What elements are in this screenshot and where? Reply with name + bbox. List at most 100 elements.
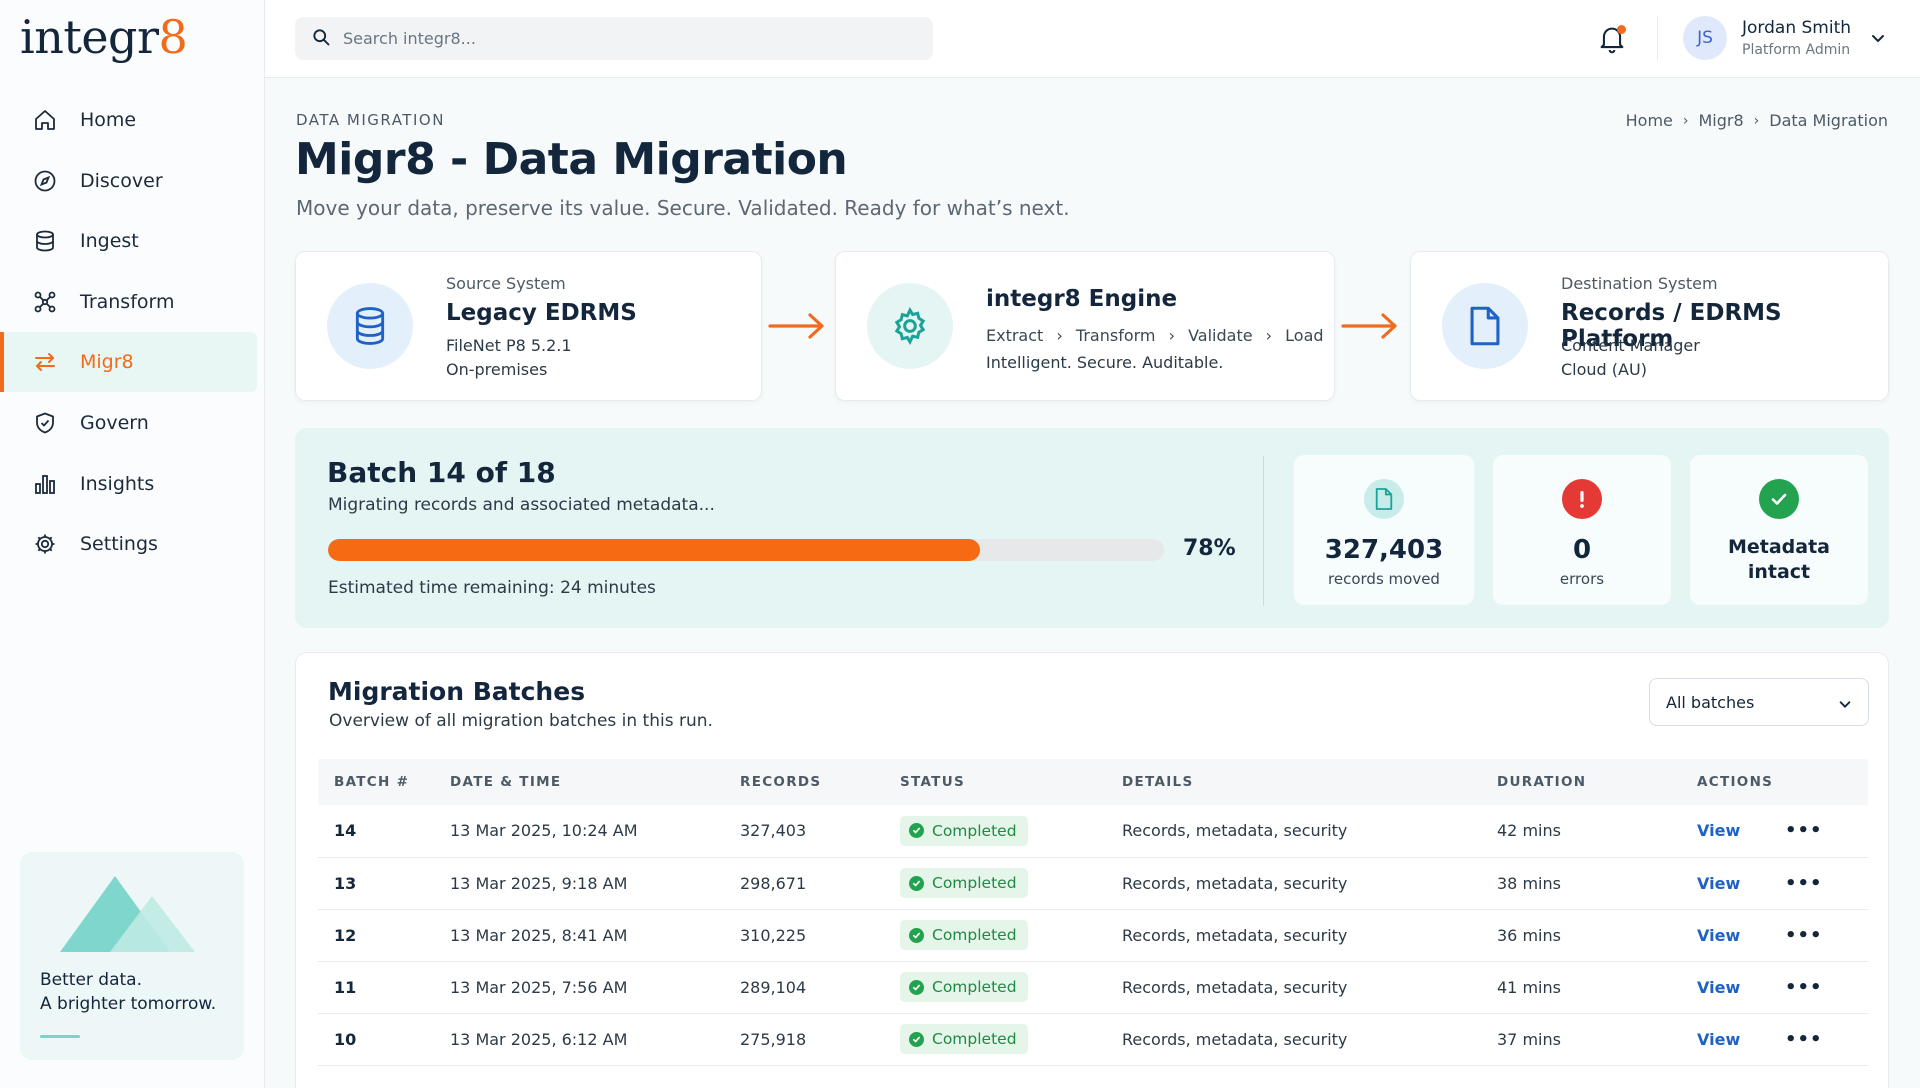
metadata-stat: Metadata intact: [1690, 455, 1868, 605]
view-link[interactable]: View: [1697, 873, 1741, 893]
time-remaining: Estimated time remaining: 24 minutes: [328, 578, 656, 598]
records-moved-label: records moved: [1328, 570, 1440, 588]
engine-title: integr8 Engine: [986, 286, 1178, 312]
breadcrumb-current: Data Migration: [1769, 111, 1888, 130]
progress-fill: [328, 539, 981, 561]
sidebar-item-migr8[interactable]: Migr8: [0, 332, 257, 393]
batch-status: Completed: [900, 1013, 1122, 1066]
page-title: Migr8 - Data Migration: [295, 134, 848, 185]
breadcrumb-home[interactable]: Home: [1625, 111, 1673, 130]
view-link[interactable]: View: [1697, 1029, 1741, 1049]
batch-records: 289,104: [740, 961, 900, 1014]
batch-datetime: 13 Mar 2025, 7:56 AM: [450, 961, 740, 1014]
sidebar-item-home[interactable]: Home: [0, 90, 265, 150]
status-badge: Completed: [900, 868, 1028, 898]
records-moved-value: 327,403: [1324, 535, 1444, 565]
engine-card: integr8 Engine Extract › Transform › Val…: [835, 251, 1335, 401]
sidebar-item-label: Migr8: [80, 351, 134, 374]
source-system-card: Source System Legacy EDRMS FileNet P8 5.…: [295, 251, 762, 401]
compass-icon: [33, 169, 57, 193]
search-bar[interactable]: [295, 17, 933, 60]
destination-icon-circle: [1442, 283, 1528, 369]
batch-status: Completed: [900, 805, 1122, 858]
more-options-icon[interactable]: •••: [1785, 924, 1823, 946]
errors-value: 0: [1572, 535, 1592, 565]
more-options-icon[interactable]: •••: [1785, 820, 1823, 842]
more-options-icon[interactable]: •••: [1785, 872, 1823, 894]
batch-datetime: 13 Mar 2025, 6:12 AM: [450, 1013, 740, 1066]
gear-icon: [894, 307, 926, 345]
batch-number: 14: [318, 805, 450, 858]
chevron-right-icon: ›: [1682, 112, 1689, 129]
batch-status: Completed: [900, 961, 1122, 1014]
promo-line-1: Better data.: [40, 970, 142, 990]
column-header: DETAILS: [1122, 774, 1194, 790]
sidebar-item-ingest[interactable]: Ingest: [0, 211, 265, 271]
batch-filter-select[interactable]: All batches: [1649, 678, 1869, 726]
table-row: 11 13 Mar 2025, 7:56 AM 289,104 Complete…: [318, 961, 1868, 1014]
progress-bar: [328, 539, 1164, 561]
breadcrumb: Home › Migr8 › Data Migration: [1626, 111, 1888, 130]
view-link[interactable]: View: [1697, 925, 1741, 945]
batch-subtitle: Migrating records and associated metadat…: [328, 495, 715, 515]
batch-details: Records, metadata, security: [1122, 961, 1497, 1014]
status-badge: Completed: [900, 920, 1028, 950]
sidebar-item-discover[interactable]: Discover: [0, 151, 265, 211]
table-row: 12 13 Mar 2025, 8:41 AM 310,225 Complete…: [318, 909, 1868, 962]
table-row: 10 13 Mar 2025, 6:12 AM 275,918 Complete…: [318, 1013, 1868, 1066]
view-link[interactable]: View: [1697, 821, 1741, 841]
promo-card: Better data. A brighter tomorrow.: [20, 852, 244, 1060]
batch-records: 327,403: [740, 805, 900, 858]
batch-duration: 38 mins: [1497, 857, 1697, 910]
sidebar-item-transform[interactable]: Transform: [0, 272, 265, 332]
search-input[interactable]: [343, 29, 903, 48]
user-role: Platform Admin: [1742, 42, 1851, 58]
brand-logo[interactable]: integr8: [20, 10, 188, 64]
check-circle-icon: [909, 1031, 924, 1047]
step-load: Load: [1285, 326, 1324, 345]
sidebar-item-label: Settings: [80, 533, 158, 556]
destination-title: Records / EDRMS Platform: [1561, 300, 1782, 352]
sidebar-item-label: Transform: [80, 290, 175, 313]
batch-duration: 42 mins: [1497, 805, 1697, 858]
batch-details: Records, metadata, security: [1122, 1013, 1497, 1066]
page-subtitle: Move your data, preserve its value. Secu…: [296, 196, 1070, 220]
sidebar-item-govern[interactable]: Govern: [0, 393, 265, 453]
table-row: 13 13 Mar 2025, 9:18 AM 298,671 Complete…: [318, 857, 1868, 910]
notifications-button[interactable]: [1598, 24, 1628, 54]
check-circle-icon: [909, 875, 924, 891]
view-link[interactable]: View: [1697, 977, 1741, 997]
batch-number: 12: [318, 909, 450, 962]
bell-icon: [1600, 27, 1624, 54]
column-header: STATUS: [900, 774, 965, 790]
batches-title: Migration Batches: [328, 677, 586, 706]
column-header: ACTIONS: [1697, 774, 1774, 790]
batch-status: Completed: [900, 909, 1122, 962]
column-header: RECORDS: [740, 774, 822, 790]
database-icon: [355, 307, 385, 345]
sidebar-item-insights[interactable]: Insights: [0, 454, 265, 514]
breadcrumb-migr8[interactable]: Migr8: [1698, 111, 1744, 130]
document-icon: [1364, 479, 1404, 519]
metadata-status: Metadata intact: [1690, 535, 1868, 585]
engine-tagline: Intelligent. Secure. Auditable.: [986, 353, 1224, 372]
sidebar-item-label: Govern: [80, 411, 149, 434]
user-name[interactable]: Jordan Smith: [1742, 18, 1852, 38]
avatar[interactable]: JS: [1683, 16, 1727, 60]
check-circle-icon: [909, 927, 924, 943]
sidebar-item-label: Insights: [80, 472, 155, 495]
records-moved-stat: 327,403 records moved: [1294, 455, 1474, 605]
metadata-line-2: intact: [1747, 561, 1811, 583]
destination-location: Cloud (AU): [1561, 360, 1647, 379]
bar-chart-icon: [33, 472, 57, 496]
status-badge: Completed: [900, 815, 1028, 846]
chevron-down-icon[interactable]: [1870, 30, 1886, 50]
sidebar-item-settings[interactable]: Settings: [0, 514, 265, 574]
batch-duration: 36 mins: [1497, 909, 1697, 962]
source-icon-circle: [327, 283, 413, 369]
more-options-icon[interactable]: •••: [1785, 1028, 1823, 1050]
metadata-line-1: Metadata: [1727, 536, 1831, 558]
more-options-icon[interactable]: •••: [1785, 976, 1823, 998]
batch-number: 10: [318, 1013, 450, 1066]
batch-status: Completed: [900, 857, 1122, 910]
